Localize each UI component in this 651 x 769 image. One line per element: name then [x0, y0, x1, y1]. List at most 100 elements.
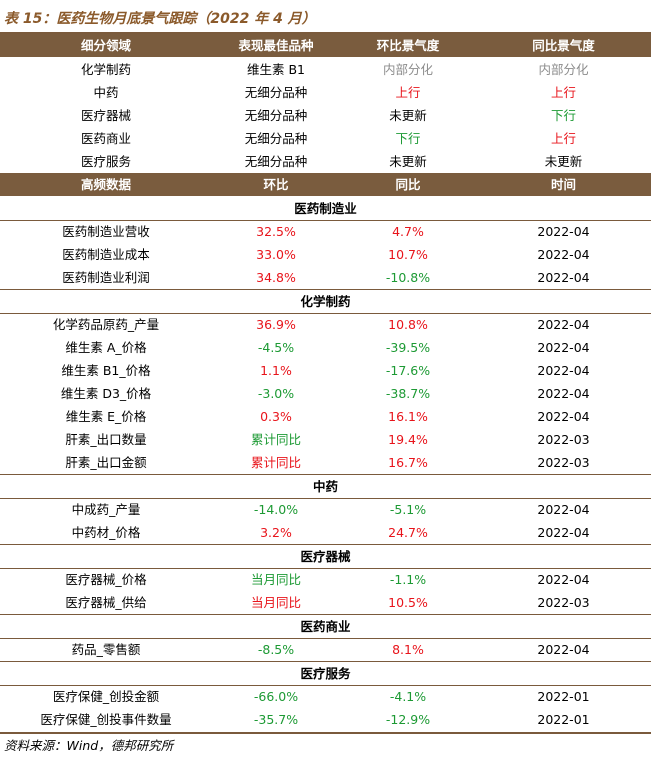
table-row: 医疗器械_价格 当月同比 -1.1% 2022-04	[0, 568, 651, 591]
mom-cell: 34.8%	[256, 270, 296, 285]
mom-cell: 36.9%	[256, 317, 296, 332]
item-cell: 药品_零售额	[71, 642, 141, 657]
yoy-cell: -38.7%	[385, 386, 431, 401]
time-cell: 2022-04	[537, 363, 590, 378]
time-cell: 2022-04	[537, 224, 590, 239]
table-row: 维生素 A_价格 -4.5% -39.5% 2022-04	[0, 336, 651, 359]
source-note: 资料来源：Wind，德邦研究所	[4, 738, 174, 753]
mom-cell: 32.5%	[256, 224, 296, 239]
yoy-cell: 10.7%	[388, 247, 428, 262]
header-mom: 环比景气度	[376, 38, 440, 53]
mom-cell: -3.0%	[257, 386, 295, 401]
table2-header: 高频数据 环比 同比 时间	[0, 173, 651, 196]
item-cell: 医药制造业成本	[62, 247, 150, 262]
item-cell: 医疗器械_价格	[65, 572, 147, 587]
section-divider	[0, 568, 651, 569]
section-divider	[0, 289, 651, 290]
segment-cell: 医疗服务	[80, 154, 131, 169]
item-cell: 维生素 A_价格	[65, 340, 147, 355]
section-divider	[0, 638, 651, 639]
header-yoy: 同比景气度	[532, 38, 595, 53]
yoy-cell: -39.5%	[385, 340, 431, 355]
segment-cell: 医疗器械	[80, 108, 131, 123]
header-best: 表现最佳品种	[238, 38, 314, 53]
header-item: 高频数据	[80, 177, 131, 192]
yoy-cell: 8.1%	[392, 642, 424, 657]
mom-cell: -4.5%	[257, 340, 295, 355]
time-cell: 2022-04	[537, 572, 590, 587]
mom-cell: 累计同比	[250, 455, 301, 470]
yoy-cell: 上行	[550, 85, 576, 100]
mom-cell: 未更新	[389, 108, 427, 123]
time-cell: 2022-03	[537, 432, 590, 447]
time-cell: 2022-04	[537, 317, 590, 332]
yoy-cell: 10.8%	[388, 317, 428, 332]
table-row: 医疗保健_创投金额 -66.0% -4.1% 2022-01	[0, 685, 651, 708]
mom-cell: 内部分化	[382, 62, 433, 77]
item-cell: 医疗器械_供给	[65, 595, 147, 610]
item-cell: 化学药品原药_产量	[52, 317, 160, 332]
mom-cell: -66.0%	[253, 689, 299, 704]
item-cell: 中药材_价格	[71, 525, 141, 540]
table-row: 医疗服务 无细分品种 未更新 未更新	[0, 150, 651, 173]
section-divider	[0, 474, 651, 475]
section-divider	[0, 661, 651, 662]
table-row: 维生素 B1_价格 1.1% -17.6% 2022-04	[0, 359, 651, 382]
best-cell: 无细分品种	[244, 85, 308, 100]
header-mom: 环比	[263, 177, 289, 192]
yoy-cell: -5.1%	[389, 502, 427, 517]
time-cell: 2022-04	[537, 525, 590, 540]
header-yoy: 同比	[395, 177, 421, 192]
best-cell: 无细分品种	[244, 108, 308, 123]
yoy-cell: -10.8%	[385, 270, 431, 285]
yoy-cell: 24.7%	[388, 525, 428, 540]
section-divider	[0, 313, 651, 314]
section-title: 中药	[312, 479, 338, 494]
yoy-cell: 10.5%	[388, 595, 428, 610]
item-cell: 医药制造业利润	[62, 270, 150, 285]
section-title: 医药制造业	[294, 201, 357, 216]
yoy-cell: -4.1%	[389, 689, 427, 704]
time-cell: 2022-01	[537, 689, 590, 704]
table1-header: 细分领域 表现最佳品种 环比景气度 同比景气度	[0, 34, 651, 57]
item-cell: 医疗保健_创投事件数量	[40, 712, 172, 727]
mom-cell: 33.0%	[256, 247, 296, 262]
table-row: 医药商业 无细分品种 下行 上行	[0, 127, 651, 150]
mom-cell: 上行	[395, 85, 421, 100]
yoy-cell: 未更新	[544, 154, 583, 169]
time-cell: 2022-03	[537, 595, 590, 610]
time-cell: 2022-04	[537, 247, 590, 262]
table-row: 中成药_产量 -14.0% -5.1% 2022-04	[0, 498, 651, 521]
yoy-cell: 19.4%	[388, 432, 428, 447]
section-divider	[0, 685, 651, 686]
table-row: 中药 无细分品种 上行 上行	[0, 81, 651, 104]
mom-cell: 3.2%	[260, 525, 292, 540]
mom-cell: 1.1%	[260, 363, 292, 378]
item-cell: 医药制造业营收	[62, 224, 150, 239]
time-cell: 2022-03	[537, 455, 590, 470]
item-cell: 肝素_出口数量	[65, 432, 147, 447]
time-cell: 2022-04	[537, 386, 590, 401]
item-cell: 维生素 E_价格	[65, 409, 147, 424]
time-cell: 2022-04	[537, 502, 590, 517]
table-row: 维生素 E_价格 0.3% 16.1% 2022-04	[0, 405, 651, 428]
yoy-cell: 4.7%	[392, 224, 424, 239]
table-title: 表 15：医药生物月底景气跟踪（2022 年 4 月）	[4, 11, 316, 27]
table-row: 化学药品原药_产量 36.9% 10.8% 2022-04	[0, 313, 651, 336]
time-cell: 2022-04	[537, 270, 590, 285]
time-cell: 2022-04	[537, 409, 590, 424]
yoy-cell: 内部分化	[538, 62, 589, 77]
header-segment: 细分领域	[80, 38, 131, 53]
mom-cell: 未更新	[389, 154, 427, 169]
item-cell: 维生素 D3_价格	[60, 386, 152, 401]
table-row: 医药制造业利润 34.8% -10.8% 2022-04	[0, 266, 651, 289]
table-row: 药品_零售额 -8.5% 8.1% 2022-04	[0, 638, 651, 661]
time-cell: 2022-04	[537, 642, 590, 657]
mom-cell: 下行	[395, 131, 421, 146]
segment-cell: 医药商业	[80, 131, 131, 146]
section-title: 医疗服务	[300, 666, 351, 681]
item-cell: 中成药_产量	[71, 502, 141, 517]
yoy-cell: 下行	[550, 108, 576, 123]
header-time: 时间	[550, 177, 576, 192]
item-cell: 医疗保健_创投金额	[52, 689, 160, 704]
